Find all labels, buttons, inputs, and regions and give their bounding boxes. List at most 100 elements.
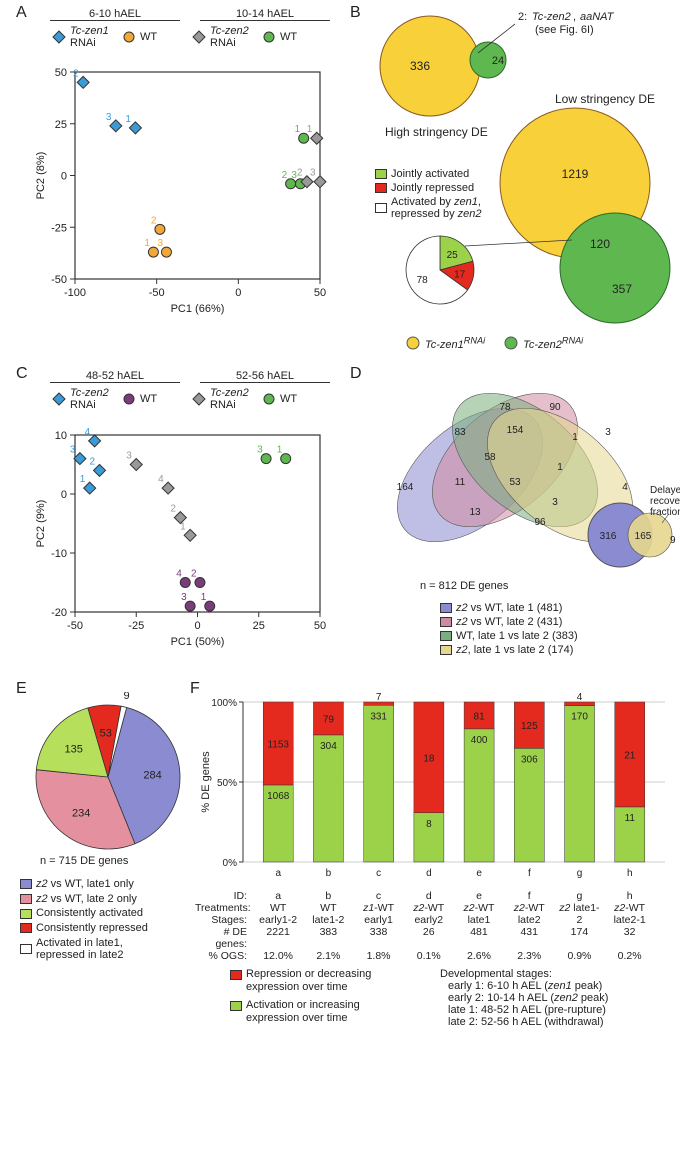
table-row: # DE genes:22213833382648143117432 — [195, 926, 670, 950]
table-row: % OGS:12.0%2.1%1.8%0.1%2.6%2.3%0.9%0.2% — [195, 950, 670, 962]
svg-text:d: d — [426, 868, 432, 879]
svg-text:50: 50 — [314, 620, 326, 632]
panel-c-legend: 48-52 hAEL 52-56 hAEL Tc-zen2RNAiWTTc-ze… — [50, 370, 330, 411]
svg-text:170: 170 — [571, 712, 588, 723]
legend-item: WT, late 1 vs late 2 (383) — [440, 630, 578, 642]
legend-item: Activated in late1,repressed in late2 — [20, 937, 148, 962]
table-row: Treatments:WTWTz1-WTz2-WTz2-WTz2-WTz2 la… — [195, 902, 670, 914]
svg-text:3: 3 — [126, 451, 132, 462]
svg-text:53: 53 — [509, 477, 521, 488]
svg-text:Delayed: Delayed — [650, 485, 680, 496]
svg-text:1068: 1068 — [267, 791, 290, 802]
svg-text:2: 2 — [73, 68, 79, 79]
legend-item: Jointly repressed — [375, 182, 482, 194]
svg-text:4: 4 — [176, 569, 182, 580]
svg-text:331: 331 — [370, 711, 387, 722]
svg-text:125: 125 — [521, 721, 538, 732]
svg-text:3: 3 — [70, 445, 76, 456]
legend-item: WT — [120, 387, 190, 411]
svg-text:0%: 0% — [223, 858, 238, 869]
svg-text:4: 4 — [577, 692, 583, 703]
svg-text:-50: -50 — [67, 620, 83, 632]
svg-text:1219: 1219 — [562, 167, 589, 181]
legend-item: Jointly activated — [375, 168, 482, 180]
legend-group1-title: 6-10 hAEL — [50, 8, 180, 21]
svg-text:3: 3 — [552, 497, 558, 508]
legend-item: z2 vs WT, late 1 (481) — [440, 602, 578, 614]
panel-b-pie-legend: Jointly activatedJointly repressedActiva… — [375, 168, 482, 222]
svg-text:8: 8 — [426, 819, 432, 830]
legend-c-group2-title: 52-56 hAEL — [200, 370, 330, 383]
svg-text:79: 79 — [323, 715, 335, 726]
svg-text:13: 13 — [469, 507, 481, 518]
svg-text:120: 120 — [590, 237, 610, 251]
svg-text:90: 90 — [549, 402, 561, 413]
svg-text:357: 357 — [612, 282, 632, 296]
legend-c-group1-title: 48-52 hAEL — [50, 370, 180, 383]
panel-f-bars: 0%50%100%% DE genes11531068a79304b7331c1… — [195, 692, 670, 887]
legend-item: Repression or decreasing expression over… — [230, 968, 371, 993]
svg-text:78: 78 — [417, 275, 429, 286]
legend-item: z2 vs WT, late 2 only — [20, 893, 148, 906]
svg-text:3: 3 — [157, 238, 163, 249]
svg-text:1: 1 — [144, 238, 150, 249]
panel-a-label: A — [16, 4, 27, 22]
svg-text:g: g — [577, 868, 583, 879]
svg-text:1: 1 — [180, 521, 186, 532]
svg-text:1: 1 — [307, 124, 313, 135]
svg-text:336: 336 — [410, 59, 430, 73]
svg-text:recovery: recovery — [650, 496, 680, 507]
svg-text:3: 3 — [257, 445, 263, 456]
legend-item: Activation or increasing expression over… — [230, 999, 371, 1024]
legend-item: Tc-zen2RNAi — [190, 25, 260, 49]
svg-text:25: 25 — [447, 250, 459, 261]
svg-text:58: 58 — [484, 452, 496, 463]
legend-item: Tc-zen2RNAi — [50, 387, 120, 411]
dev-stage-item: early 2: 10-14 h AEL (zen2 peak) — [448, 992, 608, 1004]
panel-a-legend: 6-10 hAEL 10-14 hAEL Tc-zen1RNAiWTTc-zen… — [50, 8, 330, 49]
svg-text:3: 3 — [310, 168, 316, 179]
svg-text:2: 2 — [170, 504, 176, 515]
panel-e-pie: 284234135539 — [20, 692, 195, 857]
dev-stage-item: early 1: 6-10 h AEL (zen1 peak) — [448, 980, 608, 992]
svg-text:3: 3 — [605, 427, 611, 438]
svg-text:9: 9 — [123, 692, 129, 702]
svg-text:154: 154 — [507, 425, 524, 436]
svg-text:7: 7 — [376, 692, 382, 703]
svg-text:9: 9 — [670, 535, 676, 546]
svg-text:0: 0 — [61, 489, 67, 501]
svg-text:2: 2 — [151, 215, 157, 226]
svg-text:a: a — [275, 868, 281, 879]
panel-f-table: ID:abcdefghTreatments:WTWTz1-WTz2-WTz2-W… — [195, 890, 670, 962]
svg-text:% DE genes: % DE genes — [200, 751, 212, 813]
legend-item: Consistently activated — [20, 907, 148, 920]
legend-item: z2 vs WT, late 2 (431) — [440, 616, 578, 628]
svg-text:100%: 100% — [211, 698, 237, 709]
svg-text:81: 81 — [474, 711, 486, 722]
svg-text:2: 2 — [191, 569, 197, 580]
svg-text:18: 18 — [423, 753, 435, 764]
svg-text:400: 400 — [471, 735, 488, 746]
svg-text:135: 135 — [65, 743, 83, 755]
svg-text:50: 50 — [314, 287, 326, 299]
svg-text:-50: -50 — [51, 274, 67, 286]
table-row: ID:abcdefgh — [195, 890, 670, 902]
legend-item: Tc-zen1RNAi — [50, 25, 120, 49]
panel-e-caption: n = 715 DE genes — [40, 855, 128, 867]
svg-text:1153: 1153 — [267, 740, 289, 751]
svg-text:1: 1 — [557, 462, 563, 473]
legend-item: Consistently repressed — [20, 922, 148, 935]
svg-text:316: 316 — [600, 531, 617, 542]
svg-text:2:: 2: — [518, 11, 527, 23]
svg-text:50: 50 — [55, 67, 67, 79]
svg-text:b: b — [326, 868, 332, 879]
svg-text:234: 234 — [72, 808, 90, 820]
svg-text:78: 78 — [499, 402, 511, 413]
svg-text:High stringency DE: High stringency DE — [385, 125, 488, 139]
svg-text:0: 0 — [235, 287, 241, 299]
svg-text:e: e — [476, 868, 482, 879]
table-row: Stages:early1-2late1-2early1early2late1l… — [195, 914, 670, 926]
svg-text:0: 0 — [194, 620, 200, 632]
svg-text:2: 2 — [297, 168, 303, 179]
svg-text:304: 304 — [320, 741, 337, 752]
